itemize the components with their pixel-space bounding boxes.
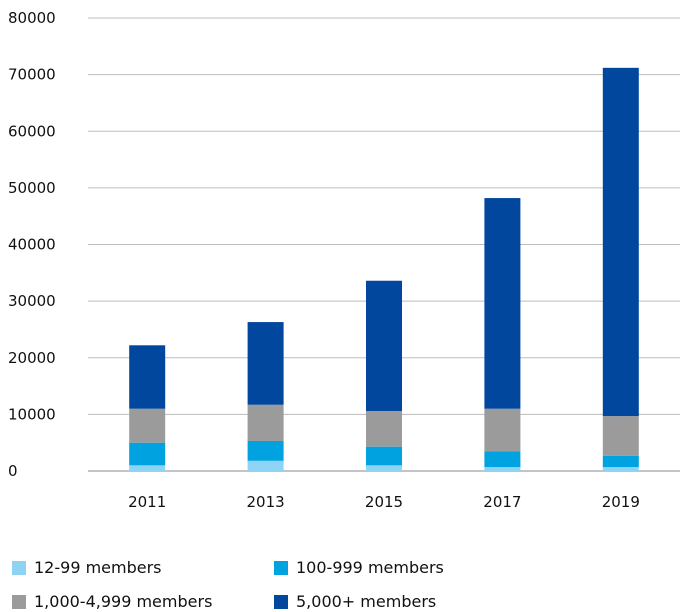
x-tick-label: 2017 [483,493,521,511]
bar-segment [247,440,284,461]
bar-segment [247,460,284,471]
bar-segment [484,467,521,471]
bar-segment [484,451,521,468]
bar-segment [129,408,166,443]
bar-segment [247,322,284,405]
y-tick-label: 0 [8,462,18,480]
bar-segment [366,446,402,466]
y-tick-label: 20000 [8,349,56,367]
x-tick-label: 2013 [247,493,285,511]
x-tick-label: 2011 [128,493,166,511]
legend-label: 12-99 members [34,558,162,577]
bar-segment [602,67,639,417]
y-tick-label: 10000 [8,405,56,423]
stacked-bar-chart: 0 10000 20000 30000 40000 50000 60000 70000 8000… [8,9,680,511]
bar-segment [129,345,166,409]
legend-swatch [274,594,288,609]
legend-item: 1,000-4,999 members [12,592,212,611]
legend: 12-99 members 100-999 members 1,000-4,999 … [0,552,688,612]
bar-segment [484,198,521,409]
legend-item: 12-99 members [12,558,162,577]
bar-segment [247,404,284,441]
y-tick-label: 60000 [8,122,56,140]
legend-label: 1,000-4,999 members [34,592,213,611]
bar-segment [129,465,166,471]
legend-swatch [12,560,26,575]
y-axis-tick-labels: 0 10000 20000 30000 40000 50000 60000 70000 8000… [8,9,56,480]
y-tick-label: 70000 [8,66,56,84]
legend-swatch [12,594,26,609]
bar-segment [366,280,402,411]
bar-segment [602,467,639,471]
bar-segment [129,442,166,466]
legend-swatch [274,560,288,575]
bar-segment [602,416,639,456]
x-axis-tick-labels: 2011 2013 2015 2017 2019 [128,493,640,511]
legend-label: 5,000+ members [296,592,437,611]
legend-label: 100-999 members [296,558,444,577]
y-tick-label: 30000 [8,292,56,310]
gridlines [88,17,680,472]
legend-item: 5,000+ members [274,592,436,611]
bar-segment [366,465,402,471]
bar-segment [366,410,402,447]
y-tick-label: 50000 [8,179,56,197]
y-tick-label: 80000 [8,9,56,27]
legend-item: 100-999 members [274,558,444,577]
x-tick-label: 2019 [602,493,640,511]
x-tick-label: 2015 [365,493,403,511]
bar-segment [602,455,639,468]
bars [129,67,639,471]
y-tick-label: 40000 [8,236,56,254]
bar-segment [484,408,521,452]
